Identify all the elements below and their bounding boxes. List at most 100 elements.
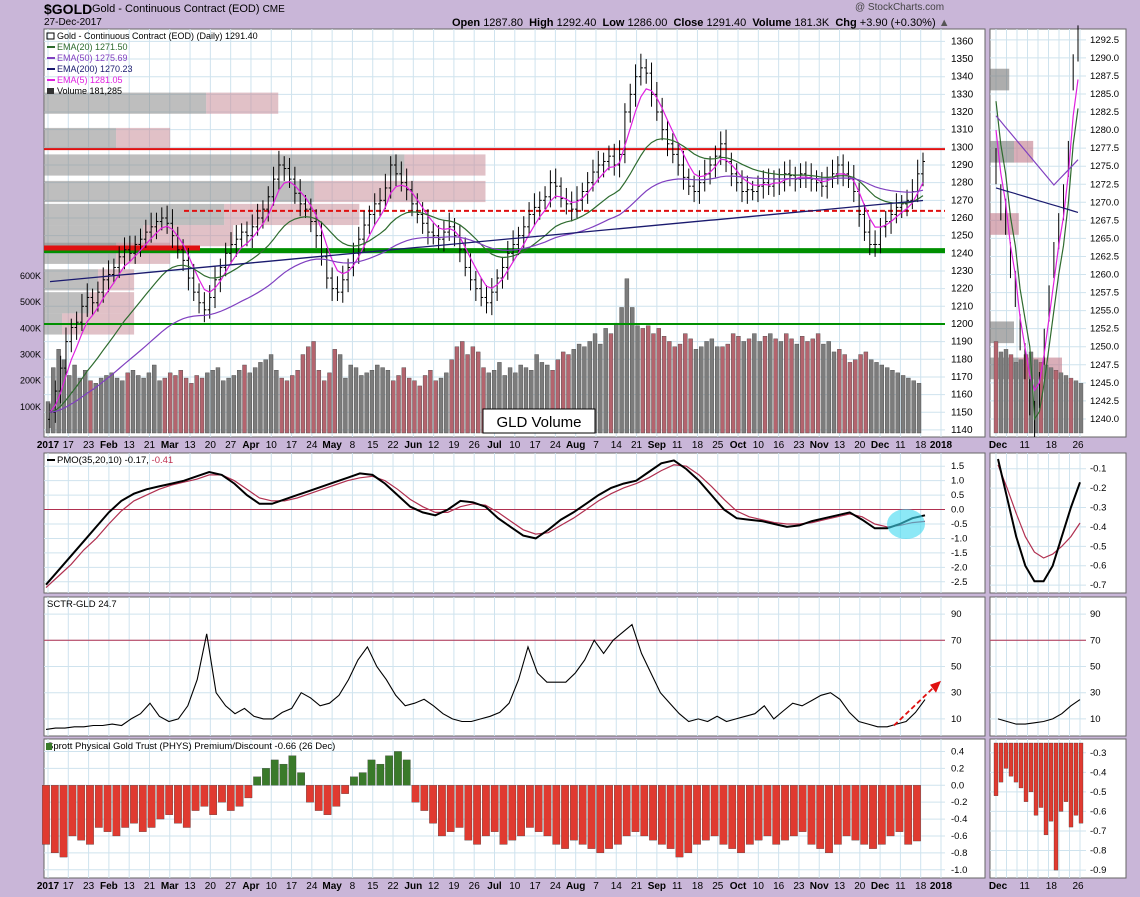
volume-bar [406,377,412,434]
x-tick-label: 18 [915,881,927,892]
volume-bar [215,367,221,434]
volume-bar [167,372,173,434]
phys-bar [411,785,420,803]
phys-bar [622,785,631,837]
phys-bar [438,785,446,837]
side-phys-bar [1023,742,1029,802]
x-tick-label: 10 [509,881,521,892]
sctr-tick-label: 70 [951,635,962,646]
volume-bar [720,346,725,434]
x-tick-label: Feb [100,881,118,892]
side-ema20-line [995,101,1079,421]
phys-bar [279,763,288,786]
side-price-tick-label: 1277.5 [1090,143,1119,154]
phys-bar [341,785,349,794]
pmo-tick-label: 1.5 [951,461,964,472]
phys-bar [332,785,341,807]
x-tick-label: 21 [631,440,643,451]
x-tick-label: 23 [793,881,805,892]
phys-bar [490,785,499,832]
volume-bar [114,377,120,434]
volume-bar [608,333,614,434]
volume-bar [858,354,863,434]
phys-bar [200,785,209,807]
x-tick-label: 26 [469,881,481,892]
phys-bar [455,785,464,828]
x-tick-label: 19 [448,881,460,892]
x-tick-label: 24 [550,881,562,892]
price-tick-label: 1260 [951,213,974,224]
volume-bar [162,377,168,434]
side-price-tick-label: 1257.5 [1090,288,1119,299]
phys-bar [270,759,279,786]
x-tick-label: Apr [242,881,259,892]
phys-bar [631,785,640,832]
volume-bar [98,377,104,434]
phys-bar [666,785,675,849]
phys-bar [182,785,191,828]
side-volume-bar [1053,370,1059,434]
side-volume-bar [998,351,1004,434]
side-phys-bar [993,742,999,796]
volume-bar [815,333,821,434]
volume-bar [640,328,646,434]
volume-bar [746,338,752,434]
volume-bar [152,364,157,434]
gld-volume-label: GLD Volume [496,414,581,431]
header-date: 27-Dec-2017 [44,17,102,28]
legend-entry: Volume 181,285 [57,86,122,96]
x-tick-label: 17 [530,440,542,451]
pmo-tick-label: -2.0 [951,562,967,573]
price-tick-label: 1280 [951,178,974,189]
x-tick-label: 21 [144,440,156,451]
volume-by-price-down [116,127,171,150]
phys-bar [745,785,754,845]
volume-bar [104,375,109,434]
x-tick-label: 15 [367,440,379,451]
side-price-tick-label: 1245.0 [1090,378,1119,389]
side-phys-bar [998,742,1004,783]
volume-bar [364,372,369,434]
header-symbol: $GOLD [44,1,93,17]
x-tick-label: 20 [205,881,217,892]
phys-bar [675,785,684,858]
phys-bar [886,785,895,837]
side-x-tick-label: 18 [1046,440,1058,451]
ema200-line [49,199,924,283]
side-price-tick-label: 1252.5 [1090,324,1119,335]
sctr-tick-label: 50 [951,662,962,673]
volume-bar [768,333,773,434]
side-pmo-tick-label: -0.7 [1090,580,1106,591]
volume-bar [630,307,635,434]
side-x-tick-label: 26 [1072,440,1084,451]
volume-by-price-up [44,92,207,114]
phys-bar [649,785,657,841]
phys-bar [112,785,121,837]
x-tick-label: 20 [205,440,217,451]
volume-bar [348,364,353,434]
price-tick-label: 1150 [951,407,973,418]
x-tick-label: 27 [225,440,237,451]
side-volume-bar [1013,362,1019,434]
x-tick-label: 26 [469,440,481,451]
volume-bar [109,372,114,434]
side-ema5-line [995,79,1079,392]
volume-bar [226,377,231,434]
x-tick-label: 21 [631,881,643,892]
volume-bar [661,336,667,434]
volume-by-price-up [44,203,225,226]
price-tick-label: 1330 [951,89,974,100]
legend-entry: Gold - Continuous Contract (EOD) (Daily)… [57,31,258,41]
phys-bar [350,776,358,786]
x-tick-label: 10 [266,440,278,451]
volume-bar [380,367,385,434]
volume-bar [773,338,778,434]
volume-by-price-down [314,180,486,203]
price-tick-label: 1200 [951,319,974,330]
side-phys-tick-label: -0.8 [1090,846,1106,857]
price-tick-label: 1220 [951,284,974,295]
volume-by-price-up [44,180,315,203]
volume-bar [141,377,146,434]
price-tick-label: 1180 [951,354,973,365]
volume-bar [805,341,810,434]
